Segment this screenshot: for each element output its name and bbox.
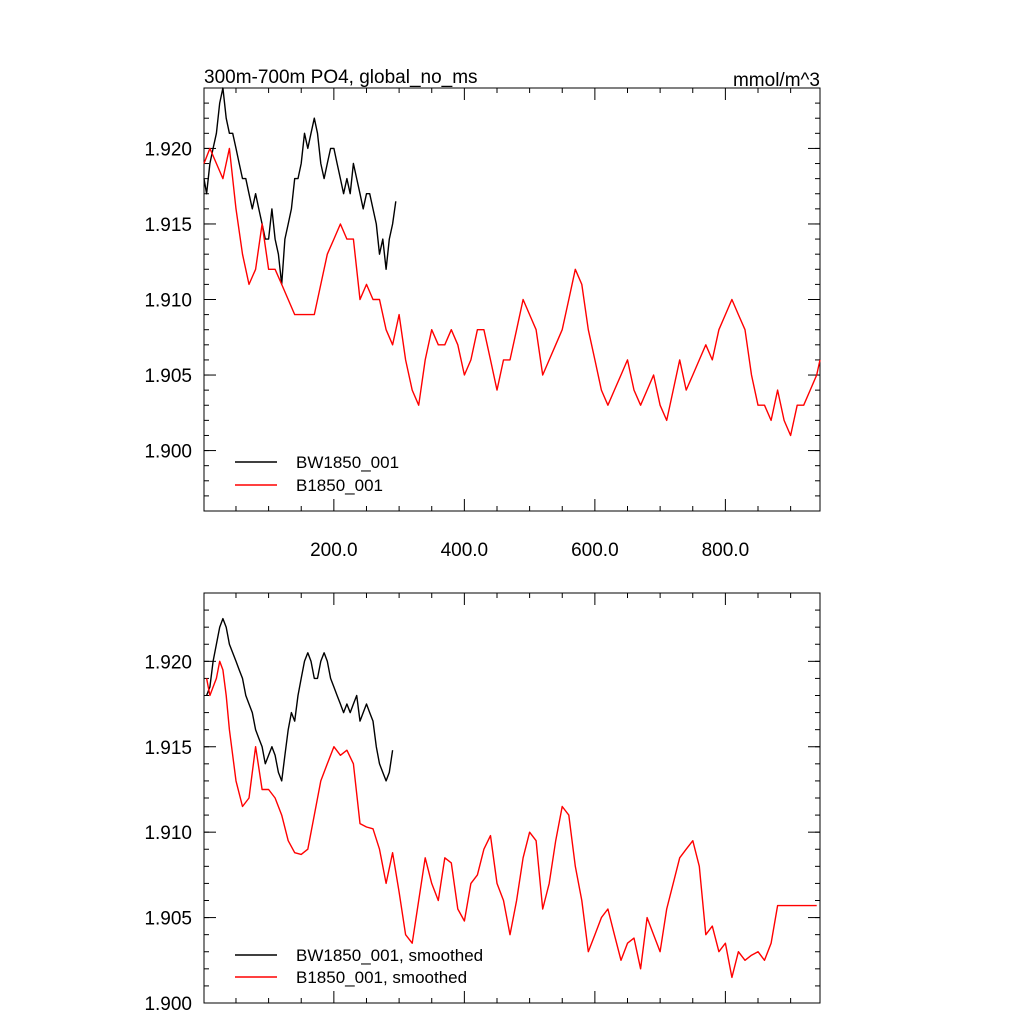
units-label: mmol/m^3	[733, 70, 820, 91]
bottom-y-tick-label: 1.920	[144, 652, 192, 673]
top-legend-label-2: B1850_001	[296, 476, 383, 495]
chart-title: 300m-700m PO4, global_no_ms	[204, 67, 478, 88]
top-x-tick-label: 800.0	[702, 540, 750, 561]
bottom-y-tick-label: 1.900	[144, 994, 192, 1015]
top-y-tick-label: 1.920	[144, 139, 192, 160]
bottom-axis-ticks: 1.900 1.905 1.910 1.915 1.920	[144, 592, 820, 1015]
top-y-tick-label: 1.915	[144, 215, 192, 236]
bottom-panel: 1.900 1.905 1.910 1.915 1.920 BW1850_001, sm…	[144, 592, 821, 1015]
top-y-tick-label: 1.910	[144, 291, 192, 312]
top-series-line-2	[203, 147, 821, 437]
top-axis-ticks: 1.900 1.905 1.910 1.915 1.920 200.0 400.0 600.0…	[144, 87, 820, 561]
top-series-group	[203, 87, 821, 437]
top-x-tick-label: 200.0	[310, 540, 358, 561]
plot-frame-top	[203, 87, 821, 512]
top-y-tick-label: 1.900	[144, 442, 192, 463]
top-series-line-1	[203, 87, 397, 286]
top-legend: BW1850_001 B1850_001	[235, 453, 399, 495]
bottom-series-line-1	[205, 617, 394, 782]
bottom-y-tick-label: 1.910	[144, 823, 192, 844]
bottom-series-group	[205, 617, 817, 979]
plot-frame-bottom	[203, 592, 821, 1004]
bottom-y-tick-label: 1.905	[144, 909, 192, 930]
bottom-legend: BW1850_001, smoothed B1850_001, smoothed	[235, 946, 483, 987]
top-x-tick-label: 400.0	[441, 540, 489, 561]
top-legend-label-1: BW1850_001	[296, 453, 399, 472]
bottom-legend-label-2: B1850_001, smoothed	[296, 968, 467, 987]
bottom-legend-label-1: BW1850_001, smoothed	[296, 946, 483, 965]
top-y-tick-label: 1.905	[144, 366, 192, 387]
bottom-series-line-2	[205, 660, 817, 979]
top-panel: 300m-700m PO4, global_no_ms mmol/m^3 1.9…	[144, 67, 821, 561]
top-x-tick-label: 600.0	[571, 540, 619, 561]
bottom-y-tick-label: 1.915	[144, 738, 192, 759]
